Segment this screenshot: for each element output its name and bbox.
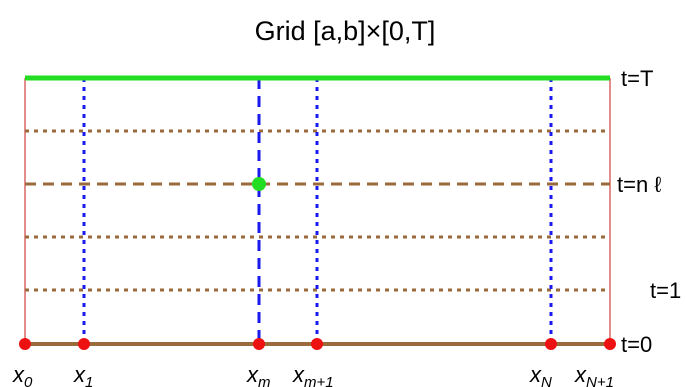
- diagram-title: Grid [a,b]×[0,T]: [255, 16, 436, 46]
- x-label-1: x1: [73, 362, 93, 387]
- highlight-node: [252, 177, 266, 191]
- x-label-0: x0: [12, 362, 33, 387]
- time-label-bottom: t=0: [621, 332, 652, 357]
- time-label-top: t=T: [621, 66, 653, 91]
- x-label-m1: xm+1: [292, 362, 334, 387]
- x-label-m: xm: [246, 362, 271, 387]
- node-xN1: [604, 338, 616, 350]
- node-xm: [253, 338, 265, 350]
- x-label-N: xN: [529, 362, 552, 387]
- node-xm1: [311, 338, 323, 350]
- node-x0: [19, 338, 31, 350]
- time-label-first: t=1: [650, 278, 681, 303]
- x-label-N1: xN+1: [574, 362, 614, 387]
- node-xN: [545, 338, 557, 350]
- node-x1: [78, 338, 90, 350]
- time-label-current: t=n ℓ: [617, 172, 662, 197]
